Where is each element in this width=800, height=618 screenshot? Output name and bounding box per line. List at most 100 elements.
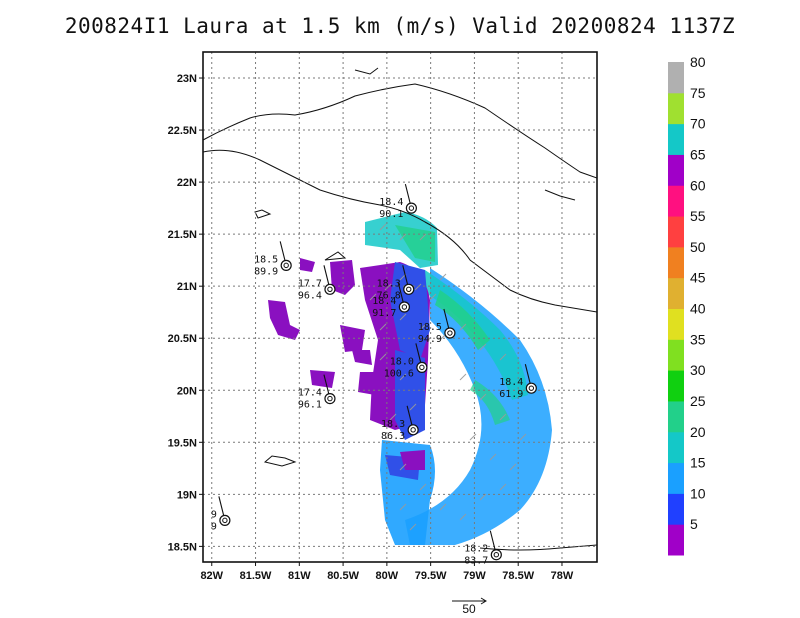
colorbar-swatch bbox=[668, 524, 684, 556]
colorbar-label: 35 bbox=[690, 331, 706, 347]
colorbar-swatch bbox=[668, 308, 684, 340]
station-ring bbox=[407, 424, 419, 436]
station-ring-inner bbox=[410, 427, 416, 433]
longitude-axis: 82W 81.5W 81W 80.5W 80W 79.5W 79W 78.5W 78W bbox=[200, 562, 574, 582]
station-value-1: 18.3 bbox=[381, 419, 405, 430]
station-value-2: 94.9 bbox=[418, 334, 442, 345]
latitude-axis: 18.5N 19N 19.5N 20N 20.5N 21N 21.5N 22N 22.5N 23N bbox=[168, 73, 203, 553]
station-value-1: 18.3 bbox=[377, 278, 401, 289]
colorbar-label: 15 bbox=[690, 455, 706, 471]
graticule bbox=[203, 52, 597, 562]
lon-tick-label: 78W bbox=[551, 570, 574, 582]
lon-tick-label: 81.5W bbox=[240, 570, 272, 582]
colorbar-label: 45 bbox=[690, 270, 706, 286]
station-ring bbox=[416, 361, 428, 373]
colorbar-swatch bbox=[668, 431, 684, 464]
station-value-1: 17.7 bbox=[298, 278, 322, 289]
station-value-2: 90.1 bbox=[379, 209, 403, 220]
colorbar-swatch bbox=[668, 62, 684, 94]
colorbar-swatch bbox=[668, 123, 684, 155]
map-title: 200824I1 Laura at 1.5 km (m/s) Valid 202… bbox=[64, 14, 736, 38]
station-ring-inner bbox=[327, 395, 333, 402]
station-marker: 17.796.4 bbox=[298, 265, 336, 301]
colorbar-swatch bbox=[668, 462, 684, 494]
colorbar-label: 20 bbox=[690, 424, 706, 440]
colorbar-swatch bbox=[668, 216, 684, 248]
map-frame bbox=[202, 51, 598, 563]
station-ring-inner bbox=[406, 286, 412, 293]
station-value-2: 96.4 bbox=[298, 290, 322, 301]
station-value-2: 61.9 bbox=[499, 389, 523, 400]
station-value-2: 91.7 bbox=[372, 308, 396, 319]
lon-tick-label: 80.5W bbox=[327, 570, 359, 582]
colorbar-label: 30 bbox=[690, 362, 706, 378]
station-ring-inner bbox=[528, 385, 535, 391]
colorbar-label: 5 bbox=[690, 516, 698, 532]
station-marker: 99 bbox=[211, 496, 231, 532]
station-value-2: 89.9 bbox=[254, 266, 278, 277]
station-ring bbox=[280, 259, 292, 271]
colorbar: 5 10 15 20 25 30 35 40 45 50 55 60 65 70 75 80 bbox=[668, 54, 706, 556]
station-value-2: 100.6 bbox=[384, 368, 414, 379]
station-value-1: 18.5 bbox=[418, 322, 442, 333]
station-ring bbox=[403, 283, 415, 295]
station-ring bbox=[490, 549, 502, 561]
lat-tick-label: 23N bbox=[177, 73, 197, 85]
lat-tick-label: 22N bbox=[177, 177, 197, 189]
station-marker: 18.490.1 bbox=[379, 183, 417, 220]
station-ring-inner bbox=[419, 364, 425, 371]
lon-tick-label: 81W bbox=[288, 570, 311, 582]
lat-tick-label: 19N bbox=[177, 489, 197, 501]
station-marker: 18.376.8 bbox=[377, 265, 415, 301]
station-ring-inner bbox=[408, 205, 415, 211]
lat-tick-label: 21.5N bbox=[168, 229, 197, 241]
station-value-2: 96.1 bbox=[298, 400, 322, 411]
station-value-1: 18.2 bbox=[464, 544, 488, 555]
vector-reference-label: 50 bbox=[462, 602, 476, 616]
station-ring bbox=[324, 392, 336, 405]
station-ring-inner bbox=[222, 517, 228, 524]
station-ring bbox=[324, 283, 336, 295]
station-value-1: 18.4 bbox=[499, 377, 523, 388]
station-value-1: 18.5 bbox=[254, 254, 278, 265]
station-value-1: 18.4 bbox=[379, 197, 403, 208]
lat-tick-label: 22.5N bbox=[168, 125, 197, 137]
colorbar-label: 40 bbox=[690, 301, 706, 317]
station-ring bbox=[444, 327, 456, 339]
wind-vector-field bbox=[369, 223, 527, 531]
colorbar-swatch bbox=[668, 339, 684, 371]
station-value-2: 9 bbox=[211, 521, 217, 532]
station-marker: 18.283.7 bbox=[464, 530, 502, 567]
station-value-1: 17.4 bbox=[298, 388, 322, 399]
coastline bbox=[203, 67, 597, 551]
station-value-2: 86.3 bbox=[381, 431, 405, 442]
vector-reference: 50 bbox=[452, 597, 487, 616]
station-ring-inner bbox=[327, 286, 333, 293]
station-value-1: 9 bbox=[211, 509, 217, 520]
colorbar-label: 65 bbox=[690, 146, 706, 162]
station-value-1: 18.0 bbox=[390, 356, 414, 367]
station-marker: 18.386.3 bbox=[381, 405, 419, 442]
lat-tick-label: 21N bbox=[177, 281, 197, 293]
station-ring bbox=[405, 202, 417, 214]
colorbar-label: 10 bbox=[690, 485, 706, 501]
station-value-2: 83.7 bbox=[464, 556, 488, 567]
colorbar-swatch bbox=[668, 246, 684, 279]
dropsonde-stations: 18.490.118.589.917.796.418.376.818.491.7… bbox=[211, 183, 537, 567]
station-ring bbox=[398, 301, 410, 313]
colorbar-swatch bbox=[668, 493, 684, 525]
lat-tick-label: 20.5N bbox=[168, 333, 197, 345]
colorbar-swatch bbox=[668, 400, 684, 433]
colorbar-swatch bbox=[668, 277, 684, 309]
lat-tick-label: 20N bbox=[177, 385, 197, 397]
lon-tick-label: 82W bbox=[200, 570, 223, 582]
colorbar-swatch bbox=[668, 370, 684, 402]
station-marker: 18.589.9 bbox=[254, 241, 292, 277]
lon-tick-label: 80W bbox=[376, 570, 399, 582]
colorbar-label: 60 bbox=[690, 177, 706, 193]
colorbar-label: 25 bbox=[690, 393, 706, 409]
colorbar-label: 55 bbox=[690, 208, 706, 224]
station-marker: 17.496.1 bbox=[298, 374, 336, 411]
